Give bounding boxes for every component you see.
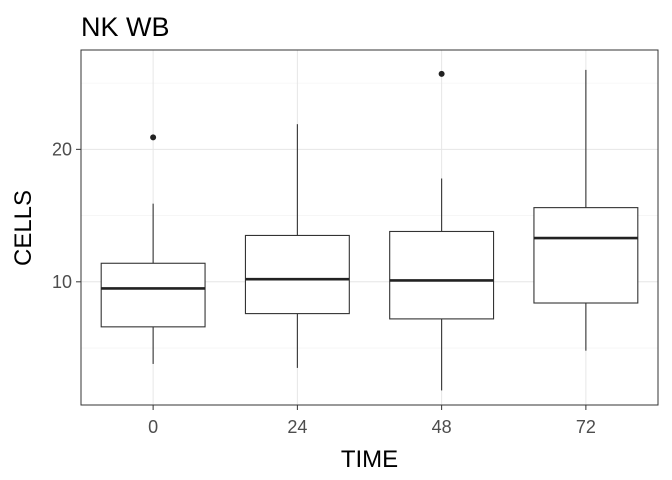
box-48 [389, 70, 495, 391]
x-axis-title: TIME [341, 446, 398, 473]
x-tick-label: 48 [432, 417, 452, 437]
box-iqr [100, 262, 206, 328]
box-iqr [244, 234, 350, 315]
box-series [100, 69, 639, 391]
x-tick-label: 72 [576, 417, 596, 437]
x-tick-label: 24 [287, 417, 307, 437]
y-axis: 10 20 [52, 139, 81, 292]
y-axis-title: CELLS [10, 190, 37, 266]
panel-border [80, 49, 659, 406]
outlier-point [438, 70, 445, 77]
box-72 [533, 69, 639, 351]
y-tick-label: 10 [52, 272, 72, 292]
box-0 [100, 134, 206, 364]
box-24 [244, 124, 350, 368]
x-tick-label: 0 [148, 417, 158, 437]
outlier-point [150, 134, 157, 141]
box-iqr [389, 230, 495, 320]
y-tick-label: 20 [52, 139, 72, 159]
chart-title: NK WB [81, 12, 170, 42]
x-axis: 0 24 48 72 [148, 405, 596, 437]
box-iqr [533, 207, 639, 304]
